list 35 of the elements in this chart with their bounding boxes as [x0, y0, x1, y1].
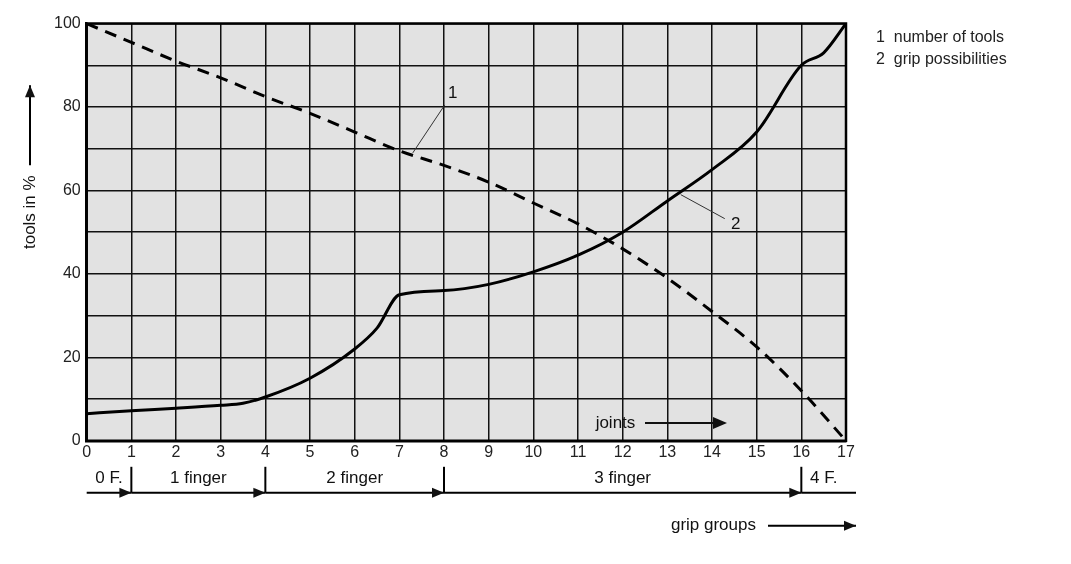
text: 4 F. [809, 467, 838, 487]
text: 1 finger [170, 467, 228, 487]
x-tick-label: 1 [126, 442, 136, 460]
x-tick-label: 4 [260, 442, 270, 460]
annotation: 1 [448, 82, 458, 102]
x-tick-label: 17 [837, 442, 855, 460]
y-tick-label: 20 [62, 347, 81, 365]
x-tick-label: 14 [703, 442, 722, 460]
x-tick-label: 5 [305, 442, 315, 460]
x-tick-label: 7 [394, 442, 404, 460]
x-tick-label: 0 [82, 442, 92, 460]
y-tick-label: 40 [62, 264, 81, 282]
text: 2 finger [326, 467, 384, 487]
y-tick-label: 100 [53, 14, 81, 32]
x-tick-label: 3 [216, 442, 226, 460]
text: 1 number of tools [876, 27, 1006, 47]
x-axis-title: grip groups [670, 515, 756, 535]
x-tick-label: 9 [484, 442, 494, 460]
y-axis-title: tools in % [19, 175, 39, 250]
x-tick-label: 2 [171, 442, 181, 460]
x-tick-label: 11 [569, 442, 587, 460]
y-tick-label: 60 [62, 180, 81, 198]
x-tick-label: 16 [792, 442, 811, 460]
annotation: 2 [731, 214, 741, 234]
y-tick-label: 80 [62, 97, 81, 115]
text: 0 F. [95, 467, 123, 487]
text: 2 grip possibilities [876, 49, 1007, 69]
x-tick-label: 15 [747, 442, 766, 460]
x-tick-label: 13 [658, 442, 677, 460]
x-tick-label: 12 [613, 442, 632, 460]
text: 3 finger [594, 467, 652, 487]
x-tick-label: 10 [524, 442, 543, 460]
x-tick-label: 8 [439, 442, 449, 460]
y-tick-label: 0 [71, 431, 81, 449]
x-tick-label: 6 [350, 442, 360, 460]
